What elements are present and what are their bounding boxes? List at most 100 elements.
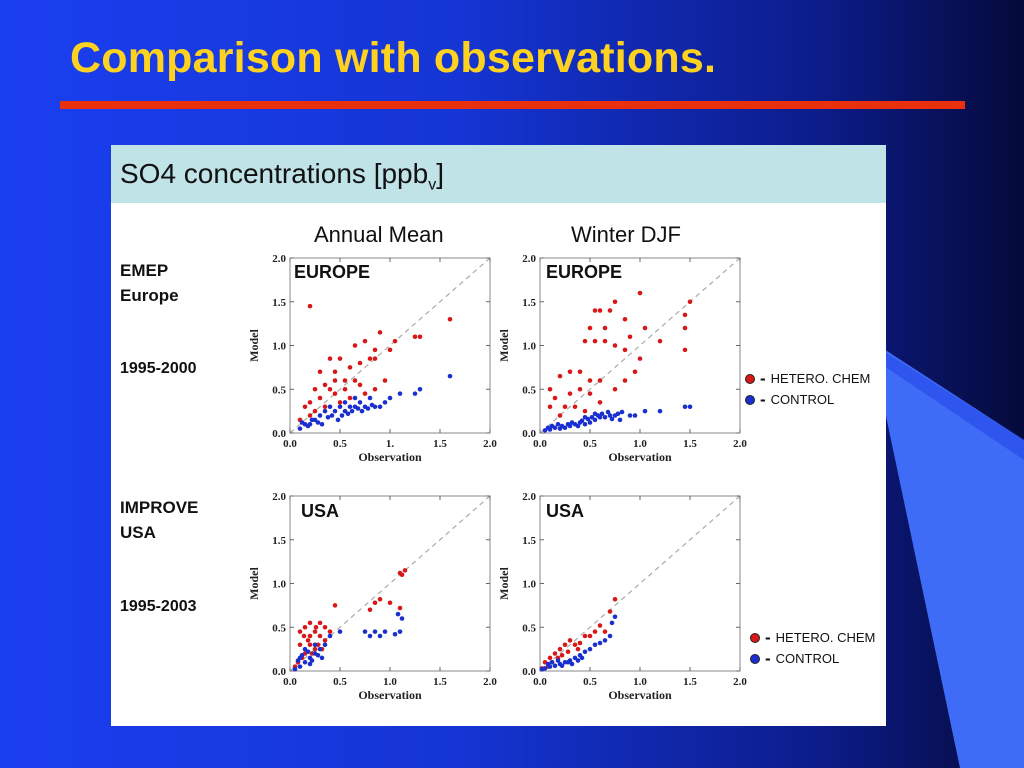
data-point — [587, 420, 593, 425]
data-point — [302, 624, 308, 630]
data-point — [575, 646, 581, 652]
data-point — [302, 404, 308, 410]
legend-label: HETERO. CHEM — [775, 630, 876, 645]
x-tick-label: 1.0 — [633, 438, 647, 450]
data-point — [387, 600, 393, 606]
data-point — [559, 652, 565, 658]
data-point — [582, 408, 588, 414]
scatter-plot-emep-annual: 0.0 0.5 1. 1.5 2.0 0.0 0.5 1.0 1.5 2.0 Observation… — [247, 253, 497, 464]
data-point — [542, 428, 548, 433]
plot-label-usa-annual: USA — [301, 501, 340, 521]
data-point — [347, 404, 353, 410]
data-point — [549, 423, 555, 429]
data-point — [317, 646, 323, 652]
heading-subscript: v — [428, 176, 437, 194]
x-tick-label: 0.0 — [283, 676, 297, 688]
column-label-annual: Annual Mean — [314, 222, 444, 247]
data-point — [307, 661, 313, 667]
data-point — [579, 418, 585, 424]
y-axis-label: Model — [497, 329, 511, 362]
y-axis-label: Model — [497, 567, 511, 600]
data-point — [305, 423, 311, 429]
data-point — [312, 386, 318, 392]
panel-heading: SO4 concentrations [ppbv] — [111, 145, 886, 203]
one-to-one-line — [539, 495, 741, 672]
network-name: IMPROVE — [120, 498, 199, 517]
data-point — [562, 642, 568, 648]
data-point — [312, 646, 318, 652]
x-axis-label: Observation — [608, 688, 672, 702]
data-point — [612, 343, 618, 348]
data-point — [592, 411, 598, 417]
data-point — [567, 369, 573, 375]
data-point — [332, 391, 338, 396]
data-point — [342, 378, 348, 383]
y-tick-label: 1.0 — [522, 341, 536, 353]
data-point — [589, 414, 595, 420]
y-tick-label: 2.0 — [272, 253, 286, 265]
data-point — [317, 413, 323, 418]
region-name: USA — [120, 523, 156, 542]
y-tick-label: 2.0 — [522, 491, 536, 503]
x-tick-label: 0.5 — [333, 676, 347, 688]
data-point — [372, 356, 378, 361]
data-point — [607, 633, 613, 639]
data-point — [317, 395, 323, 401]
data-point — [547, 655, 553, 661]
data-point — [402, 568, 408, 573]
data-point — [352, 343, 358, 348]
network-name: EMEP — [120, 261, 169, 280]
data-point — [587, 391, 593, 396]
x-tick-label: 0.5 — [583, 438, 597, 450]
data-point — [587, 325, 593, 331]
data-point — [392, 338, 398, 344]
data-point — [372, 347, 378, 353]
data-point — [612, 299, 618, 305]
data-point — [332, 408, 338, 414]
data-point — [322, 638, 328, 643]
legend-item-control: - CONTROL — [750, 648, 875, 669]
data-point — [301, 633, 307, 639]
data-point — [579, 655, 585, 661]
data-point — [309, 417, 315, 423]
column-label-winter: Winter DJF — [571, 222, 681, 247]
x-tick-label: 1.5 — [683, 676, 697, 688]
data-point — [577, 386, 583, 392]
data-point — [395, 611, 401, 617]
data-point — [545, 425, 551, 431]
data-point — [315, 420, 321, 425]
data-point — [313, 624, 319, 630]
data-point — [612, 596, 618, 602]
y-tick-label: 1.0 — [272, 579, 286, 591]
data-point — [397, 605, 403, 611]
data-point — [312, 629, 318, 634]
blue-dot-icon — [750, 653, 760, 664]
data-point — [327, 356, 333, 361]
legend-label: HETERO. CHEM — [770, 371, 871, 386]
data-point — [297, 426, 303, 431]
data-point — [549, 659, 555, 665]
data-point — [297, 655, 303, 661]
data-point — [592, 629, 598, 634]
data-point — [357, 360, 363, 366]
data-point — [377, 596, 383, 602]
data-point — [565, 649, 571, 655]
data-point — [372, 386, 378, 392]
data-point — [547, 404, 553, 410]
data-point — [602, 629, 608, 634]
data-point — [597, 400, 603, 405]
legend-item-hetero: - HETERO. CHEM — [745, 368, 870, 389]
y-tick-label: 1.5 — [272, 297, 286, 309]
data-point — [602, 338, 608, 344]
data-point — [317, 620, 323, 626]
data-point — [607, 308, 613, 313]
data-point — [565, 659, 571, 665]
data-point — [569, 420, 575, 425]
data-point — [305, 638, 311, 643]
data-point — [357, 382, 363, 388]
data-point — [565, 421, 571, 427]
legend-item-control: - CONTROL — [745, 389, 870, 410]
data-point — [597, 378, 603, 383]
data-point — [627, 334, 633, 340]
data-point — [582, 414, 588, 420]
